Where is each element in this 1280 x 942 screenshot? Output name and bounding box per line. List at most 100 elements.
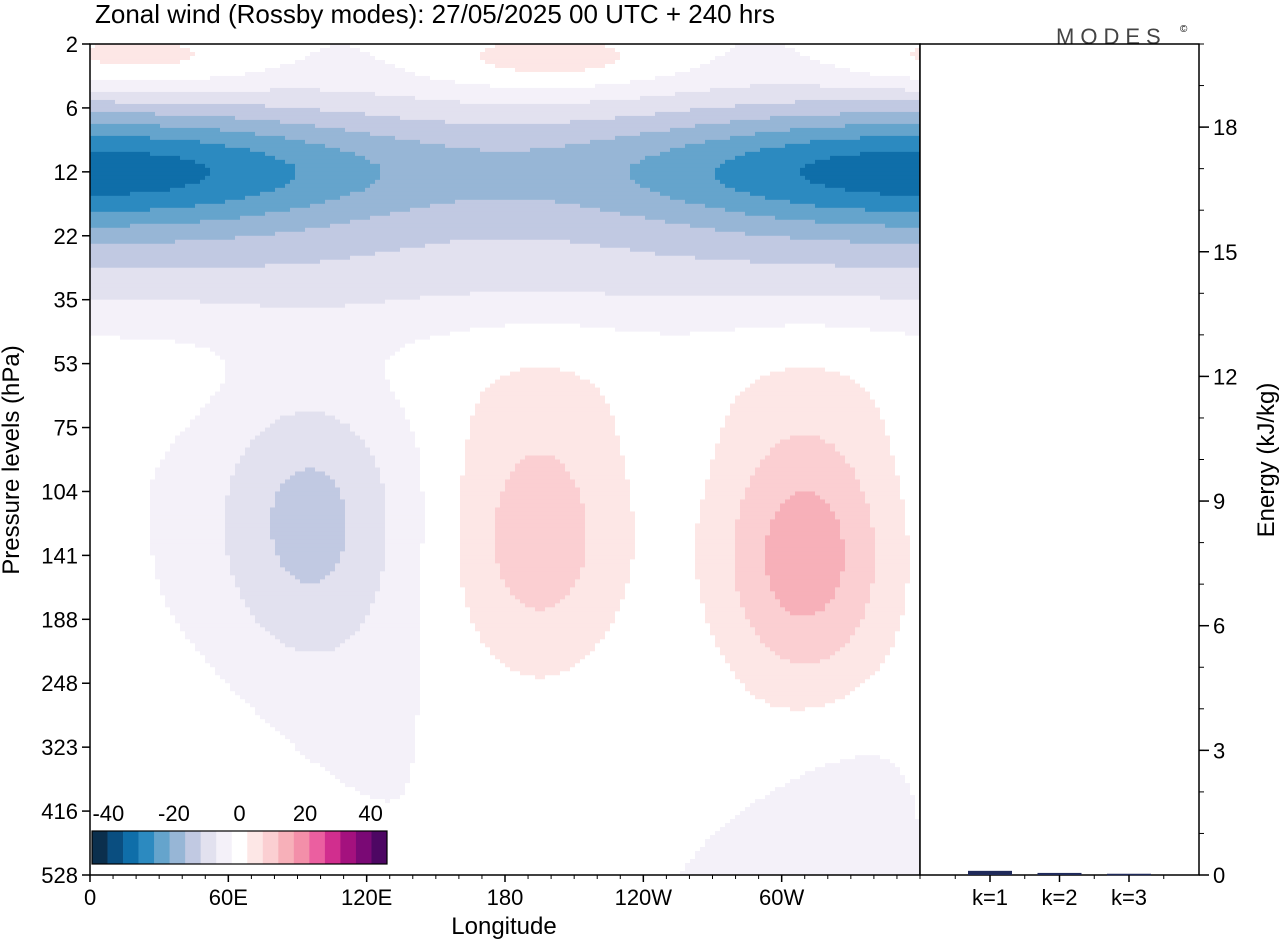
heatmap-cell xyxy=(170,691,176,696)
heatmap-cell xyxy=(175,224,181,229)
heatmap-cell xyxy=(160,296,166,301)
heatmap-cell xyxy=(160,92,166,97)
heatmap-cell xyxy=(150,324,156,329)
heatmap-cell xyxy=(135,631,141,636)
heatmap-cell xyxy=(100,380,106,385)
heatmap-cell xyxy=(135,344,141,349)
heatmap-cell xyxy=(100,727,106,732)
heatmap-cell xyxy=(135,132,141,137)
heatmap-cell xyxy=(160,316,166,321)
heatmap-cell xyxy=(100,336,106,341)
heatmap-cell xyxy=(135,467,141,472)
heatmap-cell xyxy=(165,404,171,409)
heatmap-cell xyxy=(100,368,106,373)
heatmap-cell xyxy=(110,152,116,157)
heatmap-cell xyxy=(115,519,121,524)
heatmap-cell xyxy=(110,368,116,373)
heatmap-cell xyxy=(135,260,141,265)
heatmap-cell xyxy=(125,412,131,417)
heatmap-cell xyxy=(150,96,156,101)
heatmap-cell xyxy=(155,356,161,361)
heatmap-cell xyxy=(140,739,146,744)
heatmap-cell xyxy=(140,244,146,249)
heatmap-cell xyxy=(95,288,101,293)
heatmap-cell xyxy=(145,408,151,413)
heatmap-cell xyxy=(130,96,136,101)
heatmap-cell xyxy=(165,284,171,289)
heatmap-cell xyxy=(145,232,151,237)
heatmap-cell xyxy=(145,184,151,189)
heatmap-cell xyxy=(115,160,121,165)
heatmap-cell xyxy=(95,555,101,560)
heatmap-cell xyxy=(130,236,136,241)
heatmap-cell xyxy=(120,547,126,552)
heatmap-cell xyxy=(130,711,136,716)
heatmap-cell xyxy=(175,76,181,81)
heatmap-cell xyxy=(105,703,111,708)
heatmap-cell xyxy=(95,172,101,177)
heatmap-cell xyxy=(145,304,151,309)
heatmap-cell xyxy=(125,324,131,329)
heatmap-cell xyxy=(115,384,121,389)
heatmap-cell xyxy=(100,747,106,752)
heatmap-cell xyxy=(105,88,111,93)
heatmap-cell xyxy=(145,236,151,241)
heatmap-cell xyxy=(170,184,176,189)
heatmap-cell xyxy=(110,132,116,137)
heatmap-cell xyxy=(115,460,121,465)
heatmap-cell xyxy=(150,567,156,572)
heatmap-cell xyxy=(105,607,111,612)
heatmap-cell xyxy=(100,735,106,740)
heatmap-cell xyxy=(90,755,96,760)
heatmap-cell xyxy=(115,152,121,157)
heatmap-cell xyxy=(175,531,181,536)
heatmap-cell xyxy=(120,152,126,157)
heatmap-cell xyxy=(125,671,131,676)
heatmap-cell xyxy=(175,60,181,65)
heatmap-cell xyxy=(130,228,136,233)
heatmap-cell xyxy=(115,128,121,133)
heatmap-cell xyxy=(175,376,181,381)
heatmap-cell xyxy=(160,639,166,644)
heatmap-cell xyxy=(90,88,96,93)
heatmap-cell xyxy=(110,448,116,453)
heatmap-cell xyxy=(100,280,106,285)
heatmap-cell xyxy=(105,683,111,688)
heatmap-cell xyxy=(135,591,141,596)
heatmap-cell xyxy=(90,527,96,532)
heatmap-cell xyxy=(105,276,111,281)
heatmap-cell xyxy=(160,787,166,792)
heatmap-cell xyxy=(175,324,181,329)
heatmap-cell xyxy=(170,196,176,201)
heatmap-cell xyxy=(170,240,176,245)
heatmap-cell xyxy=(105,84,111,89)
heatmap-cell xyxy=(165,420,171,425)
heatmap-cell xyxy=(135,731,141,736)
heatmap-cell xyxy=(170,236,176,241)
heatmap-cell xyxy=(140,731,146,736)
heatmap-cell xyxy=(140,767,146,772)
heatmap-cell xyxy=(100,360,106,365)
heatmap-cell xyxy=(155,483,161,488)
heatmap-cell xyxy=(105,392,111,397)
heatmap-cell xyxy=(175,723,181,728)
heatmap-cell xyxy=(110,615,116,620)
heatmap-cell xyxy=(110,400,116,405)
heatmap-cell xyxy=(95,276,101,281)
heatmap-cell xyxy=(130,188,136,193)
heatmap-cell xyxy=(95,483,101,488)
heatmap-cell xyxy=(110,591,116,596)
heatmap-cell xyxy=(135,551,141,556)
heatmap-cell xyxy=(145,655,151,660)
heatmap-cell xyxy=(125,559,131,564)
heatmap-cell xyxy=(130,56,136,61)
heatmap-cell xyxy=(135,743,141,748)
heatmap-cell xyxy=(100,320,106,325)
heatmap-cell xyxy=(120,587,126,592)
heatmap-cell xyxy=(175,92,181,97)
heatmap-cell xyxy=(145,711,151,716)
heatmap-cell xyxy=(170,408,176,413)
heatmap-cell xyxy=(175,88,181,93)
heatmap-cell xyxy=(140,348,146,353)
heatmap-cell xyxy=(150,475,156,480)
